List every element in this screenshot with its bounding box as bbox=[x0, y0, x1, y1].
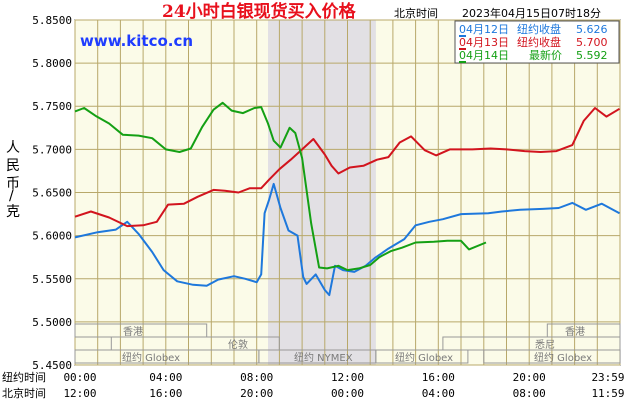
header-timezone: 北京时间 bbox=[394, 6, 438, 20]
x-tick-bj: 00:00 bbox=[331, 387, 364, 400]
y-axis-label-char-3: 币 bbox=[6, 176, 20, 192]
y-tick-label: 5.7500 bbox=[32, 100, 72, 113]
y-tick-label: 5.6000 bbox=[32, 230, 72, 243]
legend-value-0412: 5.626 bbox=[576, 23, 608, 36]
legend-value-0414: 5.592 bbox=[576, 49, 608, 62]
x-tick-ny: 08:00 bbox=[240, 371, 273, 384]
x-tick-ny: 00:00 bbox=[63, 371, 96, 384]
y-tick-label: 5.4500 bbox=[32, 359, 72, 372]
market-label-globex-3: 纽约 Globex bbox=[534, 351, 592, 364]
header-timestamp: 2023年04月15日07时18分 bbox=[462, 6, 601, 20]
legend-label-0413: 纽约收盘 bbox=[517, 35, 561, 49]
y-tick-label: 5.8500 bbox=[32, 14, 72, 27]
x-tick-ny: 16:00 bbox=[422, 371, 455, 384]
y-tick-label: 5.5500 bbox=[32, 273, 72, 286]
market-label-london: 伦敦 bbox=[228, 338, 248, 351]
market-label-nymex: 纽约 NYMEX bbox=[294, 351, 353, 364]
market-label-globex-2: 纽约 Globex bbox=[395, 351, 453, 364]
x-tick-bj: 04:00 bbox=[422, 387, 455, 400]
x-tick-bj: 08:00 bbox=[513, 387, 546, 400]
x-tick-bj: 20:00 bbox=[240, 387, 273, 400]
legend: 04月12日 纽约收盘 5.626 04月13日 纽约收盘 5.700 04月1… bbox=[454, 20, 620, 64]
chart-title: 24小时白银现货买入价格 bbox=[162, 1, 357, 22]
legend-date-0413: 04月13日 bbox=[459, 36, 509, 49]
globex-box-3 bbox=[483, 349, 621, 364]
series-line-3 bbox=[74, 101, 487, 272]
y-axis-label-char-5: 克 bbox=[6, 204, 20, 220]
legend-value-0413: 5.700 bbox=[576, 36, 608, 49]
legend-label-0414: 最新价 bbox=[529, 48, 562, 62]
x-tick-bj: 11:59 bbox=[591, 387, 624, 400]
x-tick-ny: 20:00 bbox=[513, 371, 546, 384]
market-label-hk-2: 香港 bbox=[565, 326, 585, 338]
y-axis-label-char-2: 民 bbox=[6, 158, 20, 174]
market-label-globex-1: 纽约 Globex bbox=[122, 351, 180, 364]
x-tick-bj: 16:00 bbox=[149, 387, 182, 400]
bj-time-row-label: 北京时间 bbox=[2, 386, 46, 400]
legend-label-0412: 纽约收盘 bbox=[517, 22, 561, 36]
legend-date-0412: 04月12日 bbox=[459, 23, 509, 36]
market-label-sydney: 悉尼 bbox=[535, 339, 555, 351]
x-tick-bj: 12:00 bbox=[63, 387, 96, 400]
x-tick-ny: 12:00 bbox=[331, 371, 364, 384]
ny-time-row-label: 纽约时间 bbox=[2, 370, 46, 384]
y-axis-label-char-4: / bbox=[9, 188, 14, 204]
y-tick-label: 5.7000 bbox=[32, 143, 72, 156]
y-tick-label: 5.6500 bbox=[32, 187, 72, 200]
market-label-hk-1: 香港 bbox=[123, 326, 143, 338]
series-line-2 bbox=[74, 107, 621, 228]
kitco-watermark: www.kitco.cn bbox=[80, 32, 193, 50]
x-tick-ny: 23:59 bbox=[591, 371, 624, 384]
y-tick-label: 5.5000 bbox=[32, 316, 72, 329]
globex-box-2 bbox=[375, 349, 469, 364]
x-tick-ny: 04:00 bbox=[149, 371, 182, 384]
y-axis-label-char-1: 人 bbox=[6, 140, 20, 156]
legend-date-0414: 04月14日 bbox=[459, 49, 509, 62]
y-tick-label: 5.8000 bbox=[32, 57, 72, 70]
series-line-1 bbox=[74, 182, 620, 297]
